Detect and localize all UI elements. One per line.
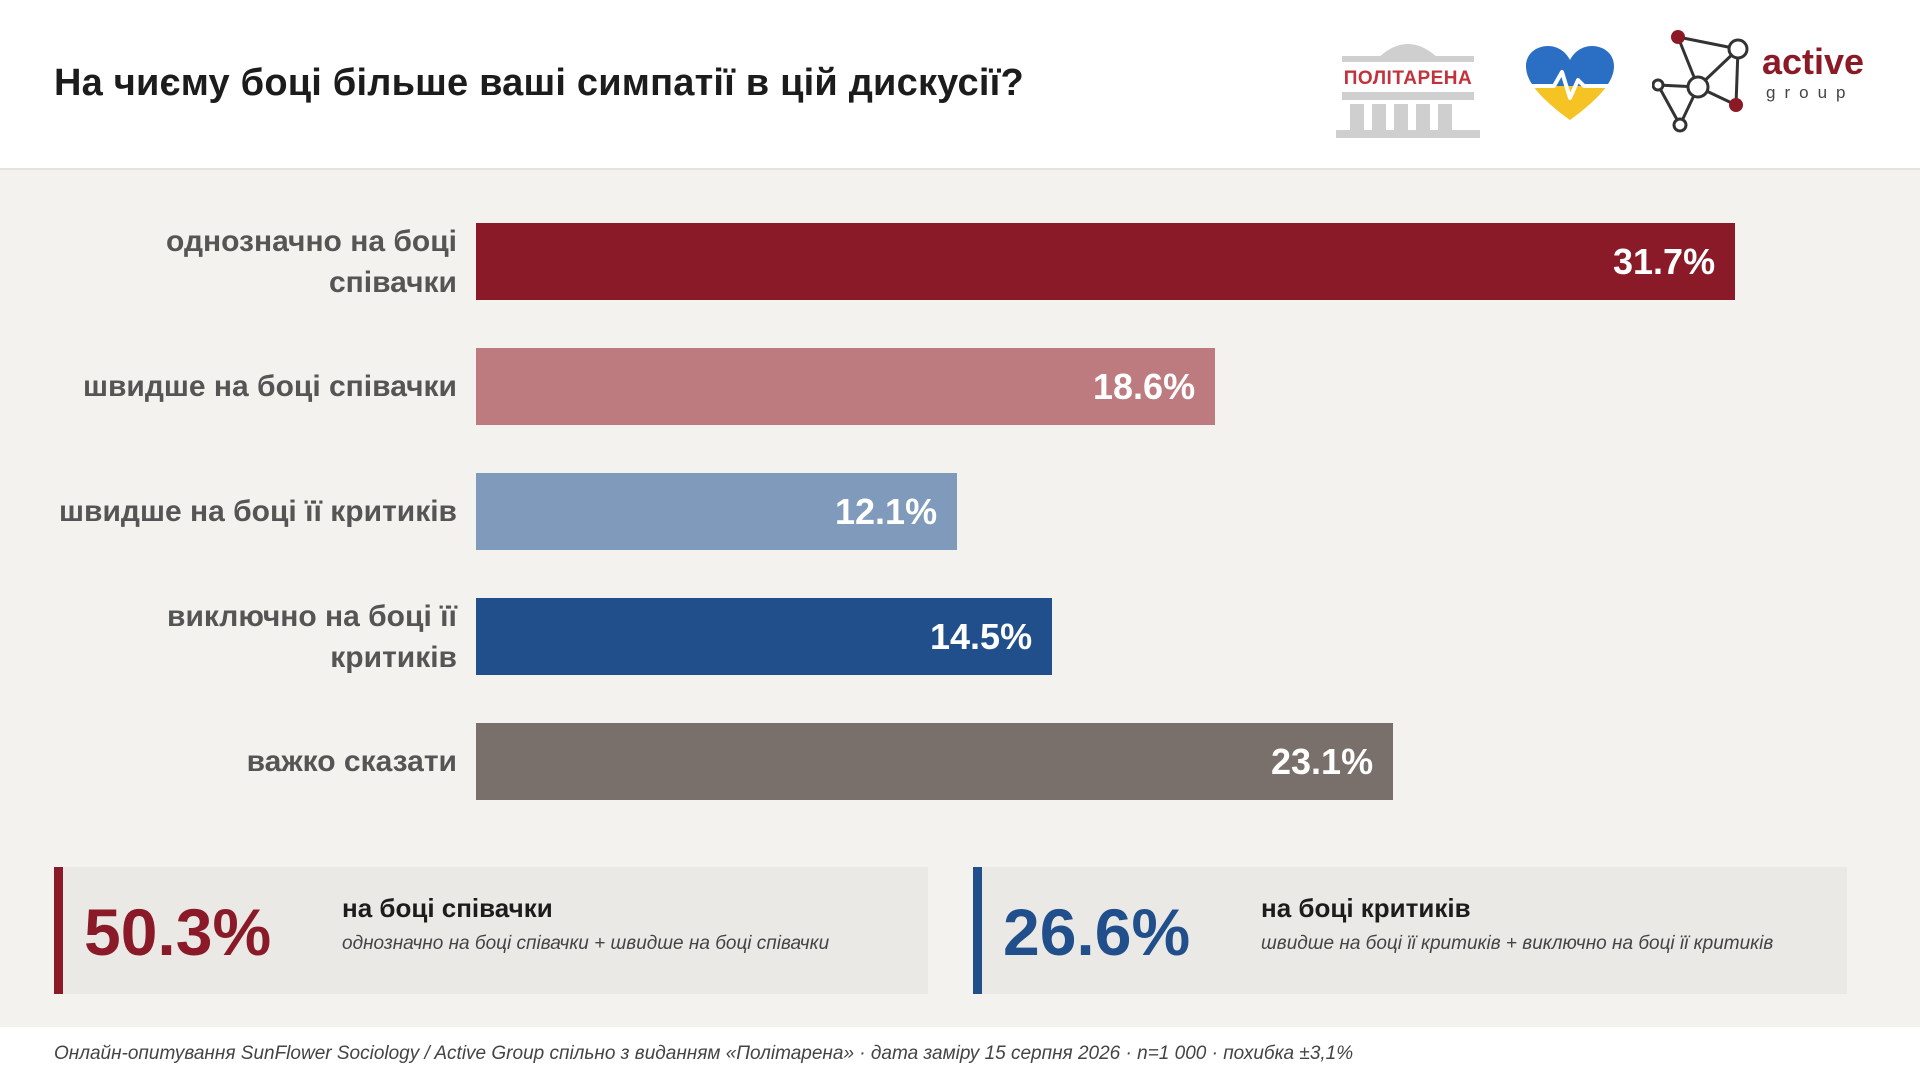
active-wordmark: active [1762, 41, 1865, 82]
bar-value-label: 12.1% [835, 490, 938, 532]
category-label: швидше на боці співачки [82, 370, 457, 403]
group-wordmark: group [1766, 83, 1855, 102]
summary-value: 50.3% [84, 895, 272, 969]
network-icon [1652, 30, 1749, 133]
summary-subtitle: швидше на боці її критиків + виключно на… [1261, 933, 1774, 954]
summary-card-singer: 50.3% на боці співачки однозначно на боц… [54, 867, 928, 994]
chart-title: На чиєму боці більше ваші симпатії в цій… [54, 62, 1024, 104]
source-footnote: Онлайн-опитування SunFlower Sociology / … [54, 1043, 1354, 1064]
summary-card-critics: 26.6% на боці критиків швидше на боці її… [973, 867, 1847, 994]
bar-value-label: 14.5% [930, 615, 1033, 657]
bar-value-label: 23.1% [1271, 740, 1374, 782]
bar [476, 473, 957, 550]
header: На чиєму боці більше ваші симпатії в цій… [0, 0, 1920, 170]
bar [476, 723, 1393, 800]
heart-icon [1524, 44, 1616, 124]
category-label: однозначно на боці співачки [166, 224, 457, 299]
summary-accent-bar [54, 867, 63, 994]
active-group-logo: active group [1652, 29, 1872, 139]
category-label: швидше на боці її критиків [59, 495, 457, 528]
politarena-wordmark: ПОЛІТАРЕНА [1343, 68, 1473, 89]
summary-subtitle: однозначно на боці співачки + швидше на … [342, 933, 830, 954]
bar [476, 598, 1052, 675]
summary-accent-bar [973, 867, 982, 994]
summary-value: 26.6% [1003, 895, 1191, 969]
summary-title: на боці критиків [1261, 893, 1471, 923]
category-label: виключно на боці її критиків [167, 599, 457, 674]
logos: ПОЛІТАРЕНА [1328, 24, 1872, 144]
bar-value-label: 18.6% [1093, 365, 1196, 407]
category-label: важко сказати [246, 745, 457, 778]
bar [476, 223, 1735, 300]
politarena-logo: ПОЛІТАРЕНА [1328, 28, 1488, 140]
bar [476, 348, 1215, 425]
bar-value-label: 31.7% [1613, 240, 1716, 282]
chart-panel: однозначно на боці співачки 31.7% швидше н… [0, 170, 1920, 1027]
parliament-icon [1336, 44, 1480, 138]
summary-title: на боці співачки [342, 893, 553, 923]
bar-chart: однозначно на боці співачки 31.7% швидше н… [0, 170, 1920, 830]
